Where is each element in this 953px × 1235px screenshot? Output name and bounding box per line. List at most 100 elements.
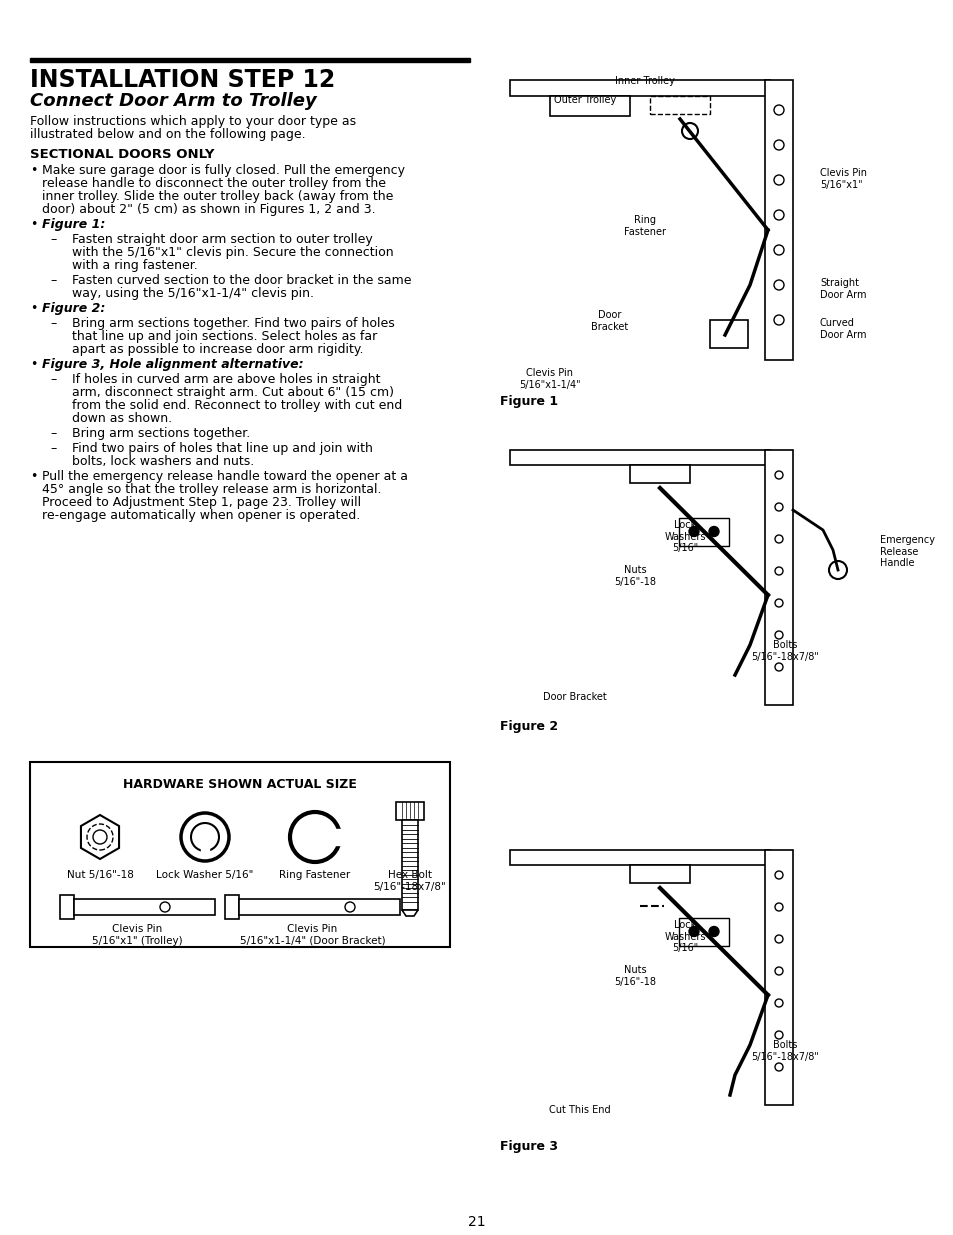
Text: Hex Bolt: Hex Bolt <box>388 869 432 881</box>
Text: Figure 3, Hole alignment alternative:: Figure 3, Hole alignment alternative: <box>42 358 303 370</box>
Text: bolts, lock washers and nuts.: bolts, lock washers and nuts. <box>71 454 254 468</box>
Circle shape <box>191 823 219 851</box>
Bar <box>30 762 450 947</box>
Text: •: • <box>30 303 37 315</box>
Text: Bring arm sections together.: Bring arm sections together. <box>71 427 250 440</box>
Circle shape <box>774 871 782 879</box>
Text: Proceed to Adjustment Step 1, page 23. Trolley will: Proceed to Adjustment Step 1, page 23. T… <box>42 496 361 509</box>
Text: –: – <box>50 233 56 246</box>
Text: Fasten curved section to the door bracket in the same: Fasten curved section to the door bracke… <box>71 274 411 287</box>
Text: •: • <box>30 164 37 177</box>
Text: –: – <box>50 442 56 454</box>
Text: Curved
Door Arm: Curved Door Arm <box>820 317 865 340</box>
Bar <box>74 899 214 915</box>
Text: way, using the 5/16"x1-1/4" clevis pin.: way, using the 5/16"x1-1/4" clevis pin. <box>71 287 314 300</box>
Text: Cut This End: Cut This End <box>549 1105 610 1115</box>
Text: Ring Fastener: Ring Fastener <box>279 869 351 881</box>
Text: –: – <box>50 317 56 330</box>
Bar <box>764 450 792 705</box>
Circle shape <box>688 926 699 936</box>
Text: 45° angle so that the trolley release arm is horizontal.: 45° angle so that the trolley release ar… <box>42 483 381 496</box>
Text: SECTIONAL DOORS ONLY: SECTIONAL DOORS ONLY <box>30 148 214 161</box>
Text: Bolts
5/16"-18x7/8": Bolts 5/16"-18x7/8" <box>750 640 818 662</box>
Text: inner trolley. Slide the outer trolley back (away from the: inner trolley. Slide the outer trolley b… <box>42 190 393 203</box>
Circle shape <box>773 105 783 115</box>
Text: If holes in curved arm are above holes in straight: If holes in curved arm are above holes i… <box>71 373 380 387</box>
Circle shape <box>773 280 783 290</box>
Text: release handle to disconnect the outer trolley from the: release handle to disconnect the outer t… <box>42 177 386 190</box>
Text: Find two pairs of holes that line up and join with: Find two pairs of holes that line up and… <box>71 442 373 454</box>
Text: that line up and join sections. Select holes as far: that line up and join sections. Select h… <box>71 330 376 343</box>
Text: Straight
Door Arm: Straight Door Arm <box>820 278 865 300</box>
Text: from the solid end. Reconnect to trolley with cut end: from the solid end. Reconnect to trolley… <box>71 399 402 412</box>
Text: Make sure garage door is fully closed. Pull the emergency: Make sure garage door is fully closed. P… <box>42 164 405 177</box>
Circle shape <box>774 567 782 576</box>
Text: Lock Washer 5/16": Lock Washer 5/16" <box>156 869 253 881</box>
Circle shape <box>774 471 782 479</box>
Text: Clevis Pin
5/16"x1-1/4" (Door Bracket): Clevis Pin 5/16"x1-1/4" (Door Bracket) <box>239 924 385 946</box>
Circle shape <box>773 315 783 325</box>
Text: Clevis Pin
5/16"x1-1/4": Clevis Pin 5/16"x1-1/4" <box>518 368 580 389</box>
Text: Lock
Washers
5/16": Lock Washers 5/16" <box>663 520 705 553</box>
Text: Nut 5/16"-18: Nut 5/16"-18 <box>67 869 133 881</box>
Bar <box>225 895 239 919</box>
Text: Figure 2:: Figure 2: <box>42 303 105 315</box>
Circle shape <box>92 830 107 844</box>
Text: door) about 2" (5 cm) as shown in Figures 1, 2 and 3.: door) about 2" (5 cm) as shown in Figure… <box>42 203 375 216</box>
Bar <box>30 58 470 62</box>
Text: –: – <box>50 427 56 440</box>
Text: Pull the emergency release handle toward the opener at a: Pull the emergency release handle toward… <box>42 471 408 483</box>
Bar <box>764 850 792 1105</box>
Circle shape <box>774 599 782 606</box>
Text: –: – <box>50 373 56 387</box>
Text: Fasten straight door arm section to outer trolley: Fasten straight door arm section to oute… <box>71 233 373 246</box>
Bar <box>510 450 769 466</box>
Text: Bring arm sections together. Find two pairs of holes: Bring arm sections together. Find two pa… <box>71 317 395 330</box>
Text: •: • <box>30 471 37 483</box>
Circle shape <box>774 935 782 944</box>
Circle shape <box>774 663 782 671</box>
Bar <box>510 80 769 96</box>
Text: Figure 1: Figure 1 <box>499 395 558 408</box>
Text: Outer Trolley: Outer Trolley <box>554 95 616 105</box>
Bar <box>550 96 629 116</box>
Circle shape <box>773 140 783 149</box>
Text: •: • <box>30 358 37 370</box>
Text: apart as possible to increase door arm rigidity.: apart as possible to increase door arm r… <box>71 343 363 356</box>
Text: Lock
Washers
5/16": Lock Washers 5/16" <box>663 920 705 953</box>
Text: –: – <box>50 274 56 287</box>
Text: Door Bracket: Door Bracket <box>542 692 606 701</box>
Circle shape <box>774 1063 782 1071</box>
Text: re-engage automatically when opener is operated.: re-engage automatically when opener is o… <box>42 509 360 522</box>
Circle shape <box>297 820 332 853</box>
Circle shape <box>160 902 170 911</box>
Bar <box>201 839 209 851</box>
Text: arm, disconnect straight arm. Cut about 6" (15 cm): arm, disconnect straight arm. Cut about … <box>71 387 394 399</box>
Text: Nuts
5/16"-18: Nuts 5/16"-18 <box>614 965 656 987</box>
Bar <box>510 850 769 864</box>
Bar <box>764 80 792 359</box>
Text: with the 5/16"x1" clevis pin. Secure the connection: with the 5/16"x1" clevis pin. Secure the… <box>71 246 394 259</box>
Bar <box>330 829 341 845</box>
Text: Follow instructions which apply to your door type as: Follow instructions which apply to your … <box>30 115 355 128</box>
Text: with a ring fastener.: with a ring fastener. <box>71 259 197 272</box>
Circle shape <box>773 210 783 220</box>
Bar <box>60 895 74 919</box>
Text: •: • <box>30 219 37 231</box>
Circle shape <box>774 535 782 543</box>
Circle shape <box>688 526 699 536</box>
Text: down as shown.: down as shown. <box>71 412 172 425</box>
Text: Clevis Pin
5/16"x1" (Trolley): Clevis Pin 5/16"x1" (Trolley) <box>92 924 183 946</box>
Text: Bolts
5/16"-18x7/8": Bolts 5/16"-18x7/8" <box>750 1040 818 1062</box>
Text: Figure 2: Figure 2 <box>499 720 558 734</box>
Text: Figure 3: Figure 3 <box>499 1140 558 1153</box>
Text: Door
Bracket: Door Bracket <box>591 310 628 332</box>
Bar <box>239 899 399 915</box>
Text: INSTALLATION STEP 12: INSTALLATION STEP 12 <box>30 68 335 91</box>
Bar <box>709 320 747 348</box>
Text: HARDWARE SHOWN ACTUAL SIZE: HARDWARE SHOWN ACTUAL SIZE <box>123 778 356 790</box>
Text: 5/16"-18x7/8": 5/16"-18x7/8" <box>374 882 446 892</box>
Circle shape <box>774 999 782 1007</box>
Text: Connect Door Arm to Trolley: Connect Door Arm to Trolley <box>30 91 316 110</box>
Circle shape <box>774 631 782 638</box>
